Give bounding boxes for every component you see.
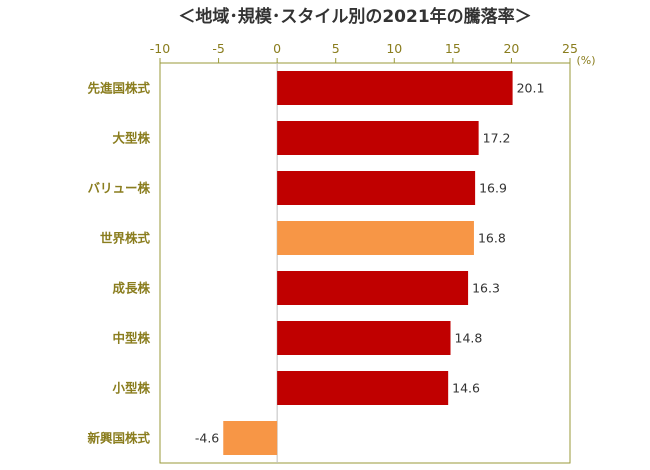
bar (277, 171, 476, 205)
bar (277, 321, 451, 355)
x-tick-label: 0 (273, 41, 281, 56)
value-labels: 20.1 17.2 16.9 16.8 16.3 14.8 14.6 -4.6 (195, 81, 545, 446)
value-label: 16.9 (479, 181, 507, 196)
value-label: 16.3 (472, 281, 500, 296)
x-tick-label: 25 (562, 41, 578, 56)
category-label: バリュー株 (87, 181, 150, 196)
value-label: 14.6 (452, 381, 480, 396)
value-label: 14.8 (455, 331, 483, 346)
x-axis-ticks: -10 -5 0 5 10 15 20 25 (150, 41, 578, 63)
category-label: 世界株式 (100, 231, 151, 246)
category-label: 先進国株式 (87, 81, 150, 96)
plot-frame (159, 62, 571, 464)
bar (277, 121, 479, 155)
category-label: 小型株 (111, 381, 150, 396)
x-tick-label: -5 (212, 41, 224, 56)
bar (277, 371, 449, 405)
x-tick-label: 20 (503, 41, 519, 56)
x-tick-label: 10 (386, 41, 402, 56)
value-label: 20.1 (517, 81, 545, 96)
bars (223, 71, 513, 455)
bar (277, 71, 513, 105)
x-tick-label: 15 (445, 41, 461, 56)
category-label: 中型株 (112, 331, 150, 346)
category-label: 新興国株式 (87, 431, 150, 446)
category-label: 大型株 (112, 131, 150, 146)
bar (277, 271, 469, 305)
x-tick-label: -10 (150, 41, 170, 56)
bar (277, 221, 474, 255)
chart-title: ＜地域･規模･スタイル別の2021年の騰落率＞ (178, 6, 531, 27)
bar (223, 421, 278, 455)
unit-label: (%) (576, 54, 595, 67)
value-label: 17.2 (483, 131, 511, 146)
x-tick-label: 5 (332, 41, 340, 56)
category-label: 成長株 (112, 281, 150, 296)
value-label: 16.8 (478, 231, 506, 246)
value-label: -4.6 (195, 431, 219, 446)
